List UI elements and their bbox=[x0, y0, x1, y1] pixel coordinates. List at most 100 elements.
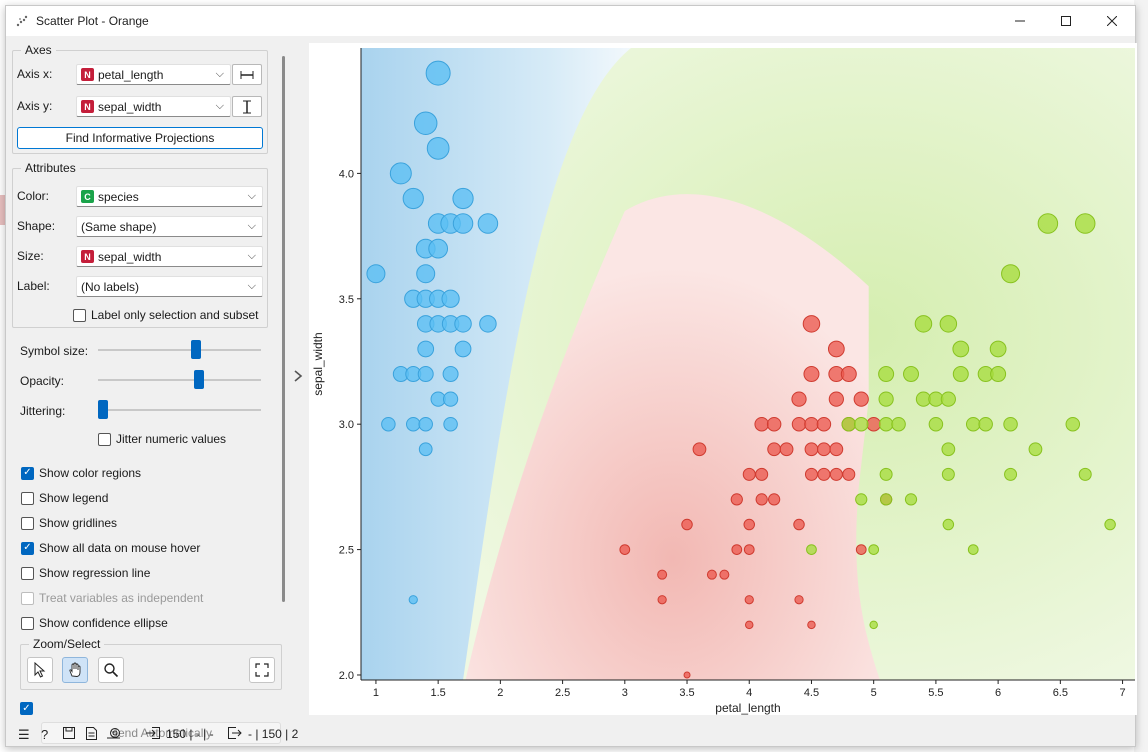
data-point-versicolor[interactable] bbox=[840, 366, 857, 383]
data-point-versicolor[interactable] bbox=[803, 366, 820, 383]
checkbox-box[interactable] bbox=[73, 308, 86, 322]
data-point-virginica[interactable] bbox=[1001, 264, 1021, 284]
preview-icon[interactable] bbox=[107, 727, 121, 742]
data-point-versicolor[interactable] bbox=[802, 315, 821, 333]
data-point-versicolor[interactable] bbox=[791, 391, 807, 407]
data-point-versicolor[interactable] bbox=[804, 416, 819, 432]
data-point-versicolor[interactable] bbox=[755, 467, 769, 481]
checkbox-box[interactable]: ✓ bbox=[21, 541, 34, 555]
data-point-versicolor[interactable] bbox=[767, 442, 782, 457]
data-point-setosa[interactable] bbox=[454, 340, 472, 358]
checkbox-box[interactable] bbox=[21, 566, 34, 580]
data-point-versicolor[interactable] bbox=[619, 544, 631, 555]
data-point-virginica[interactable] bbox=[1037, 213, 1059, 234]
data-point-virginica[interactable] bbox=[878, 416, 894, 432]
data-point-setosa[interactable] bbox=[425, 60, 451, 86]
plot-area[interactable]: 1 1.5 2 2.5 3 3.5 4 4.5 5 5.5 6 6.5 7 2.0 2.5 3.0 3.5 4.0… bbox=[309, 43, 1137, 715]
data-point-versicolor[interactable] bbox=[779, 442, 794, 457]
data-point-setosa[interactable] bbox=[408, 595, 418, 605]
data-point-setosa[interactable] bbox=[454, 315, 472, 333]
control-panel-scrollbar[interactable] bbox=[282, 56, 285, 602]
data-point-versicolor[interactable] bbox=[866, 416, 881, 432]
data-point-virginica[interactable] bbox=[869, 620, 878, 630]
data-point-setosa[interactable] bbox=[442, 391, 459, 407]
data-point-virginica[interactable] bbox=[939, 315, 958, 333]
swap-axis-x-button[interactable] bbox=[232, 64, 262, 85]
send-automatically-button[interactable]: Send Automatically bbox=[41, 722, 281, 744]
data-point-setosa[interactable] bbox=[442, 366, 459, 383]
data-point-virginica[interactable] bbox=[891, 416, 906, 432]
jittering-slider-handle[interactable] bbox=[98, 400, 108, 419]
data-point-virginica[interactable] bbox=[1078, 467, 1092, 481]
data-point-virginica[interactable] bbox=[878, 366, 895, 383]
collapse-panel-toggle[interactable] bbox=[293, 369, 303, 388]
axis-x-combo[interactable]: N petal_length ⌵ bbox=[76, 64, 231, 85]
data-point-virginica[interactable] bbox=[952, 366, 969, 383]
data-point-virginica[interactable] bbox=[978, 416, 993, 432]
data-point-setosa[interactable] bbox=[418, 442, 433, 457]
data-point-virginica[interactable] bbox=[879, 467, 893, 481]
data-point-versicolor[interactable] bbox=[828, 391, 844, 407]
data-point-versicolor[interactable] bbox=[855, 544, 867, 555]
data-point-virginica[interactable] bbox=[1028, 442, 1043, 457]
data-point-versicolor[interactable] bbox=[817, 467, 831, 481]
show-legend-checkbox[interactable]: Show legend bbox=[21, 491, 108, 505]
data-point-setosa[interactable] bbox=[479, 315, 497, 333]
data-point-virginica[interactable] bbox=[989, 340, 1007, 358]
show-gridlines-checkbox[interactable]: Show gridlines bbox=[21, 516, 117, 530]
data-point-versicolor[interactable] bbox=[706, 569, 717, 580]
data-point-setosa[interactable] bbox=[402, 187, 424, 210]
data-point-setosa[interactable] bbox=[441, 289, 460, 308]
menu-icon[interactable]: ☰ bbox=[18, 727, 30, 742]
checkbox-box[interactable]: ✓ bbox=[21, 466, 34, 480]
show-regression-line-checkbox[interactable]: Show regression line bbox=[21, 566, 150, 580]
data-point-versicolor[interactable] bbox=[853, 391, 869, 407]
save-icon[interactable] bbox=[63, 727, 75, 742]
size-combo[interactable]: N sepal_width ⌵ bbox=[76, 246, 263, 267]
data-point-virginica[interactable] bbox=[965, 416, 981, 432]
data-point-versicolor[interactable] bbox=[742, 467, 756, 481]
data-point-setosa[interactable] bbox=[452, 187, 474, 210]
show-confidence-ellipse-checkbox[interactable]: Show confidence ellipse bbox=[21, 616, 168, 630]
data-point-virginica[interactable] bbox=[1074, 213, 1096, 234]
checkbox-box[interactable] bbox=[21, 516, 34, 530]
data-point-virginica[interactable] bbox=[1065, 416, 1081, 432]
data-point-setosa[interactable] bbox=[417, 366, 434, 383]
data-point-setosa[interactable] bbox=[452, 213, 474, 234]
jitter-numeric-checkbox[interactable]: Jitter numeric values bbox=[98, 432, 226, 446]
data-point-versicolor[interactable] bbox=[842, 467, 856, 481]
checkbox-box[interactable] bbox=[21, 616, 34, 630]
data-point-setosa[interactable] bbox=[426, 136, 450, 160]
select-tool-button[interactable] bbox=[27, 657, 53, 683]
data-point-versicolor[interactable] bbox=[829, 467, 843, 481]
data-point-virginica[interactable] bbox=[952, 340, 970, 358]
data-point-virginica[interactable] bbox=[904, 493, 918, 506]
title-bar[interactable]: Scatter Plot - Orange bbox=[6, 6, 1135, 36]
data-point-versicolor[interactable] bbox=[768, 493, 781, 506]
color-combo[interactable]: C species ⌵ bbox=[76, 186, 263, 207]
show-color-regions-checkbox[interactable]: ✓ Show color regions bbox=[21, 466, 141, 480]
checkbox-box[interactable] bbox=[21, 491, 34, 505]
data-point-versicolor[interactable] bbox=[719, 569, 730, 580]
data-point-virginica[interactable] bbox=[878, 391, 894, 407]
data-point-versicolor[interactable] bbox=[730, 493, 743, 506]
symbol-size-slider-handle[interactable] bbox=[191, 340, 202, 359]
data-point-versicolor[interactable] bbox=[731, 544, 743, 555]
data-point-versicolor[interactable] bbox=[766, 416, 782, 432]
data-point-versicolor[interactable] bbox=[755, 493, 768, 506]
axis-y-combo[interactable]: N sepal_width ⌵ bbox=[76, 96, 231, 117]
data-point-virginica[interactable] bbox=[880, 493, 893, 506]
data-point-versicolor[interactable] bbox=[743, 518, 755, 531]
data-point-versicolor[interactable] bbox=[804, 467, 818, 481]
shape-combo[interactable]: (Same shape) ⌵ bbox=[76, 216, 263, 237]
data-point-virginica[interactable] bbox=[941, 442, 956, 457]
opacity-slider[interactable] bbox=[98, 379, 261, 381]
data-point-virginica[interactable] bbox=[1104, 518, 1116, 531]
data-point-versicolor[interactable] bbox=[817, 442, 831, 457]
data-point-virginica[interactable] bbox=[903, 366, 920, 383]
data-point-versicolor[interactable] bbox=[829, 442, 844, 457]
data-point-versicolor[interactable] bbox=[791, 416, 807, 432]
swap-axis-y-button[interactable] bbox=[232, 96, 262, 117]
data-point-versicolor[interactable] bbox=[804, 442, 819, 457]
data-points[interactable] bbox=[366, 60, 1116, 679]
